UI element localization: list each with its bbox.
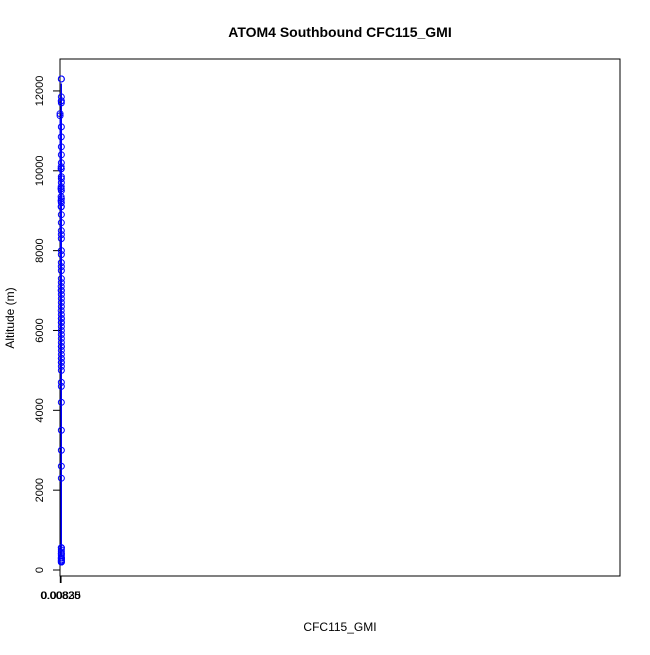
y-tick-label: 4000: [34, 398, 46, 422]
y-tick-label: 0: [34, 567, 46, 573]
y-tick-label: 6000: [34, 318, 46, 342]
x-axis-label: CFC115_GMI: [303, 620, 376, 634]
x-tick-label: 0.00835: [41, 590, 81, 602]
y-axis-label: Altitude (m): [3, 287, 17, 348]
y-tick-label: 2000: [34, 478, 46, 502]
y-tick-label: 12000: [34, 76, 46, 107]
y-tick-label: 8000: [34, 238, 46, 262]
y-tick-label: 10000: [34, 155, 46, 186]
chart-title: ATOM4 Southbound CFC115_GMI: [228, 24, 452, 40]
